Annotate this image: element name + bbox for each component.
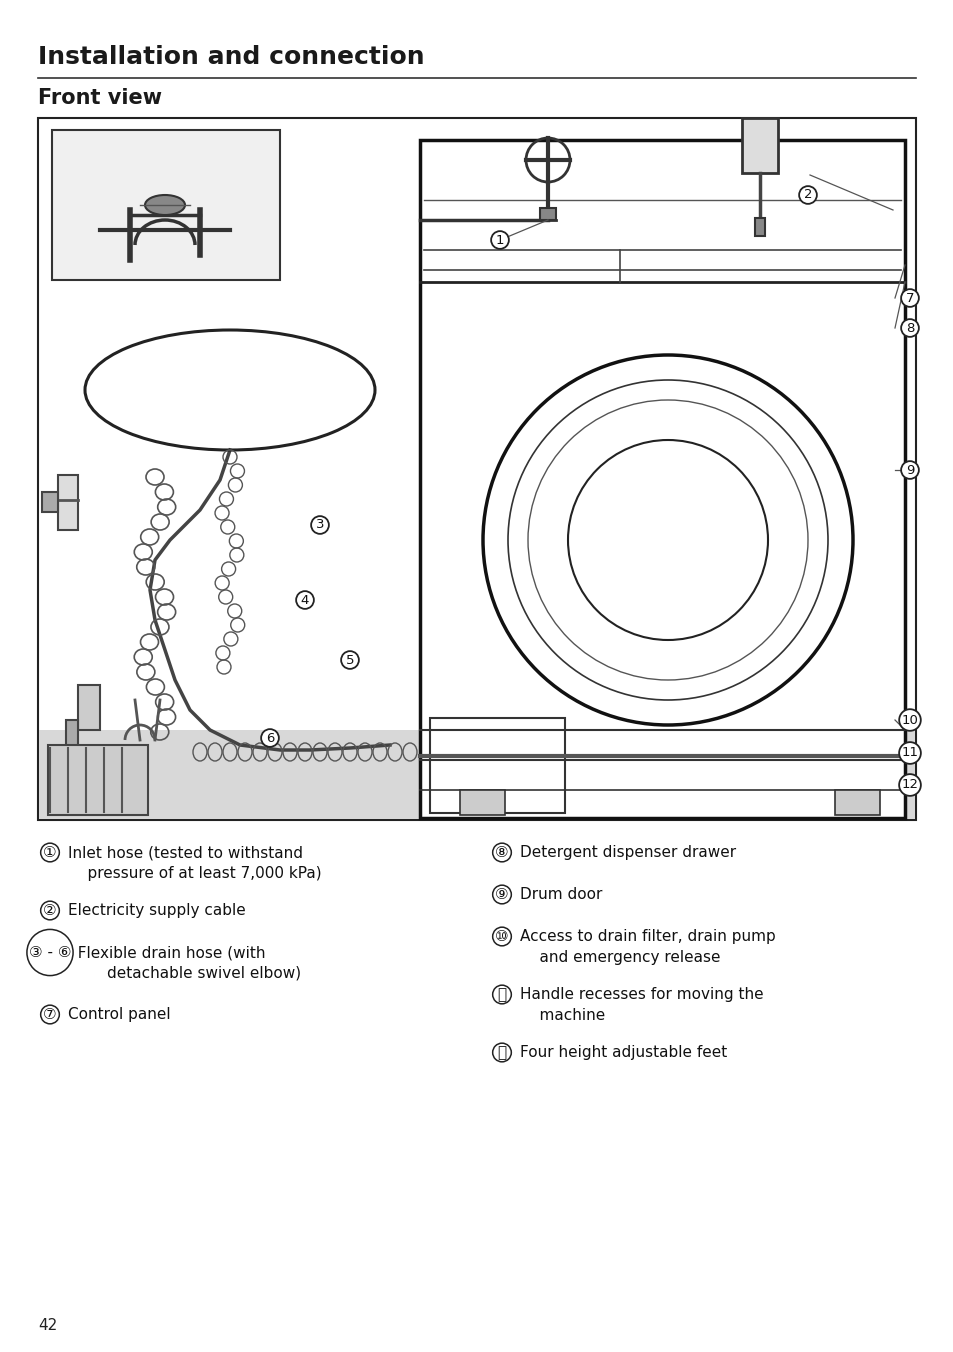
Text: Inlet hose (tested to withstand
    pressure of at least 7,000 kPa): Inlet hose (tested to withstand pressure… [68, 845, 321, 882]
Bar [52, 130, 280, 280]
Text: 5: 5 [345, 653, 354, 667]
Text: Detergent dispenser drawer: Detergent dispenser drawer [519, 845, 736, 860]
Text: Flexible drain hose (with
        detachable swivel elbow): Flexible drain hose (with detachable swi… [68, 945, 301, 982]
Text: ⑩: ⑩ [495, 929, 508, 944]
Text: Installation and connection: Installation and connection [38, 45, 424, 69]
Bar [78, 685, 100, 730]
Bar [430, 718, 564, 813]
Ellipse shape [145, 195, 185, 215]
Text: ①: ① [43, 845, 57, 860]
Text: 9: 9 [904, 464, 913, 476]
Bar [754, 218, 764, 237]
Text: 8: 8 [904, 322, 913, 334]
Text: Handle recesses for moving the
    machine: Handle recesses for moving the machine [519, 987, 762, 1023]
Text: Front view: Front view [38, 88, 162, 108]
Text: Drum door: Drum door [519, 887, 601, 902]
Text: Access to drain filter, drain pump
    and emergency release: Access to drain filter, drain pump and e… [519, 929, 775, 965]
Text: 4: 4 [300, 594, 309, 607]
Text: ⑦: ⑦ [43, 1007, 57, 1022]
Bar [459, 790, 504, 815]
Text: 10: 10 [901, 714, 918, 726]
Text: 11: 11 [901, 746, 918, 760]
Text: ③ - ⑥: ③ - ⑥ [29, 945, 71, 960]
Text: Electricity supply cable: Electricity supply cable [68, 903, 246, 918]
Text: 42: 42 [38, 1318, 57, 1333]
Text: ⑫: ⑫ [497, 1045, 506, 1060]
Text: ⑨: ⑨ [495, 887, 508, 902]
Bar [39, 730, 914, 819]
Bar [539, 208, 556, 220]
Bar [42, 492, 58, 512]
Text: ⑪: ⑪ [497, 987, 506, 1002]
Bar [834, 790, 879, 815]
Text: 6: 6 [266, 731, 274, 745]
Bar [38, 118, 915, 821]
Text: 2: 2 [803, 188, 811, 201]
Text: ⑧: ⑧ [495, 845, 508, 860]
Bar [741, 118, 778, 173]
Text: 3: 3 [315, 519, 324, 531]
Text: 12: 12 [901, 779, 918, 791]
Bar [48, 745, 148, 815]
Bar [419, 141, 904, 818]
Bar [58, 475, 78, 530]
Bar [66, 721, 78, 748]
Text: 7: 7 [904, 292, 913, 304]
Text: Four height adjustable feet: Four height adjustable feet [519, 1045, 726, 1060]
Text: ②: ② [43, 903, 57, 918]
Text: 1: 1 [496, 234, 504, 246]
Text: Control panel: Control panel [68, 1007, 171, 1022]
